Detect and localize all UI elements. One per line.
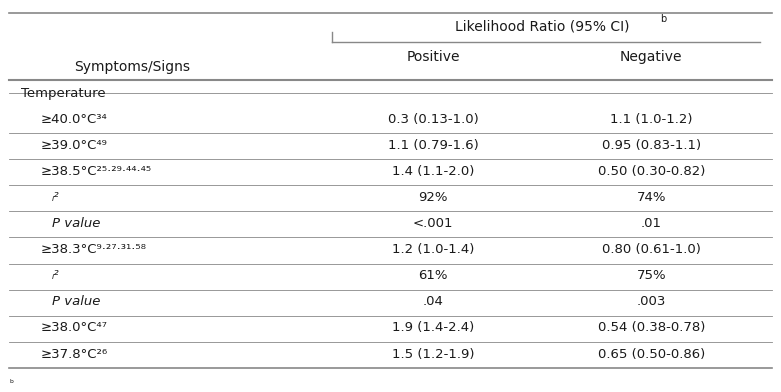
Text: ᵢ²: ᵢ² — [52, 269, 59, 282]
Text: 61%: 61% — [419, 269, 448, 282]
Text: Symptoms/Signs: Symptoms/Signs — [73, 60, 190, 74]
Text: Negative: Negative — [620, 50, 683, 64]
Text: Likelihood Ratio (95% CI): Likelihood Ratio (95% CI) — [455, 19, 629, 33]
Text: 1.1 (0.79-1.6): 1.1 (0.79-1.6) — [388, 139, 479, 152]
Text: 1.1 (1.0-1.2): 1.1 (1.0-1.2) — [610, 113, 693, 126]
Text: 0.95 (0.83-1.1): 0.95 (0.83-1.1) — [601, 139, 701, 152]
Text: .01: .01 — [640, 217, 662, 230]
Text: .04: .04 — [423, 296, 444, 309]
Text: 1.4 (1.1-2.0): 1.4 (1.1-2.0) — [392, 165, 475, 178]
Text: ≥38.0°C⁴⁷: ≥38.0°C⁴⁷ — [41, 321, 107, 334]
Text: b: b — [660, 14, 666, 24]
Text: 1.5 (1.2-1.9): 1.5 (1.2-1.9) — [392, 348, 475, 361]
Text: P value: P value — [52, 296, 100, 309]
Text: 75%: 75% — [637, 269, 666, 282]
Text: Positive: Positive — [407, 50, 460, 64]
Text: ≥39.0°C⁴⁹: ≥39.0°C⁴⁹ — [41, 139, 107, 152]
Text: 0.65 (0.50-0.86): 0.65 (0.50-0.86) — [597, 348, 704, 361]
Text: ≥38.3°C⁹‧²⁷‧³¹‧⁵⁸: ≥38.3°C⁹‧²⁷‧³¹‧⁵⁸ — [41, 243, 146, 256]
Text: .003: .003 — [637, 296, 666, 309]
Text: P value: P value — [52, 217, 100, 230]
Text: 0.3 (0.13-1.0): 0.3 (0.13-1.0) — [388, 113, 479, 126]
Text: Temperature: Temperature — [21, 87, 105, 100]
Text: ᵢ²: ᵢ² — [52, 191, 59, 204]
Text: <.001: <.001 — [413, 217, 454, 230]
Text: ≥40.0°C³⁴: ≥40.0°C³⁴ — [41, 113, 107, 126]
Text: ≥38.5°C²⁵‧²⁹‧⁴⁴‧⁴⁵: ≥38.5°C²⁵‧²⁹‧⁴⁴‧⁴⁵ — [41, 165, 152, 178]
Text: 1.2 (1.0-1.4): 1.2 (1.0-1.4) — [392, 243, 475, 256]
Text: 1.9 (1.4-2.4): 1.9 (1.4-2.4) — [392, 321, 474, 334]
Text: ᵇ: ᵇ — [9, 379, 13, 389]
Text: 92%: 92% — [419, 191, 448, 204]
Text: 0.80 (0.61-1.0): 0.80 (0.61-1.0) — [602, 243, 701, 256]
Text: ≥37.8°C²⁶: ≥37.8°C²⁶ — [41, 348, 108, 361]
Text: 0.50 (0.30-0.82): 0.50 (0.30-0.82) — [597, 165, 705, 178]
Text: 74%: 74% — [637, 191, 666, 204]
Text: 0.54 (0.38-0.78): 0.54 (0.38-0.78) — [597, 321, 705, 334]
